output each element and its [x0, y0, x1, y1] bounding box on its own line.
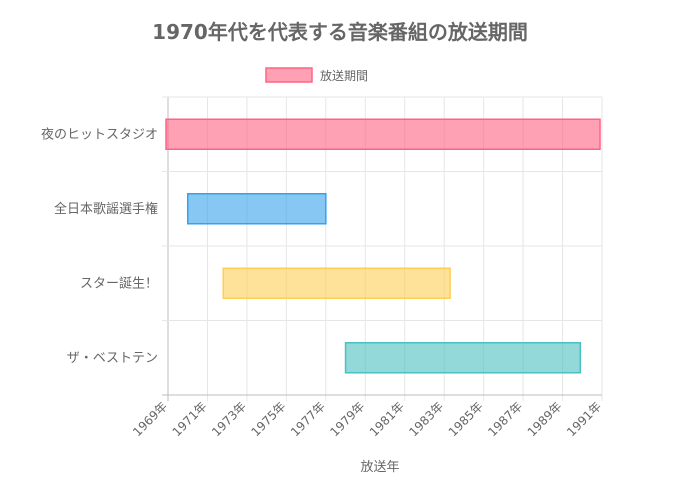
x-tick-label: 1987年: [485, 399, 525, 439]
category-label: 全日本歌謡選手権: [54, 201, 158, 217]
x-tick-label: 1981年: [367, 399, 407, 439]
x-tick-label: 1971年: [170, 399, 210, 439]
x-tick-label: 1983年: [406, 399, 446, 439]
category-label: ザ・ベストテン: [67, 351, 158, 366]
x-tick-label: 1989年: [525, 399, 565, 439]
bar[interactable]: [186, 193, 327, 225]
category-label: 夜のヒットスタジオ: [41, 127, 158, 142]
legend-swatch: [265, 67, 313, 83]
x-tick-label: 1977年: [288, 399, 328, 439]
bar[interactable]: [165, 118, 601, 150]
x-tick-labels: 1969年 1971年 1973年 1975年 1977年 1979年 1981年 1983年…: [130, 399, 604, 439]
x-tick-label: 1991年: [564, 399, 604, 439]
x-tick-label: 1985年: [446, 399, 486, 439]
x-axis-label: 放送年: [360, 460, 399, 475]
bars: [165, 118, 601, 374]
x-tick-label: 1969年: [130, 399, 170, 439]
bar[interactable]: [222, 267, 451, 299]
x-tick-label: 1979年: [327, 399, 367, 439]
x-tick-label: 1973年: [209, 399, 249, 439]
category-label: スター誕生！: [80, 276, 158, 291]
chart-title: 1970年代を代表する音楽番組の放送期間: [152, 20, 528, 44]
legend-label: 放送期間: [320, 68, 368, 83]
bar[interactable]: [344, 342, 582, 374]
x-tick-label: 1975年: [249, 399, 289, 439]
legend[interactable]: 放送期間: [265, 67, 368, 83]
